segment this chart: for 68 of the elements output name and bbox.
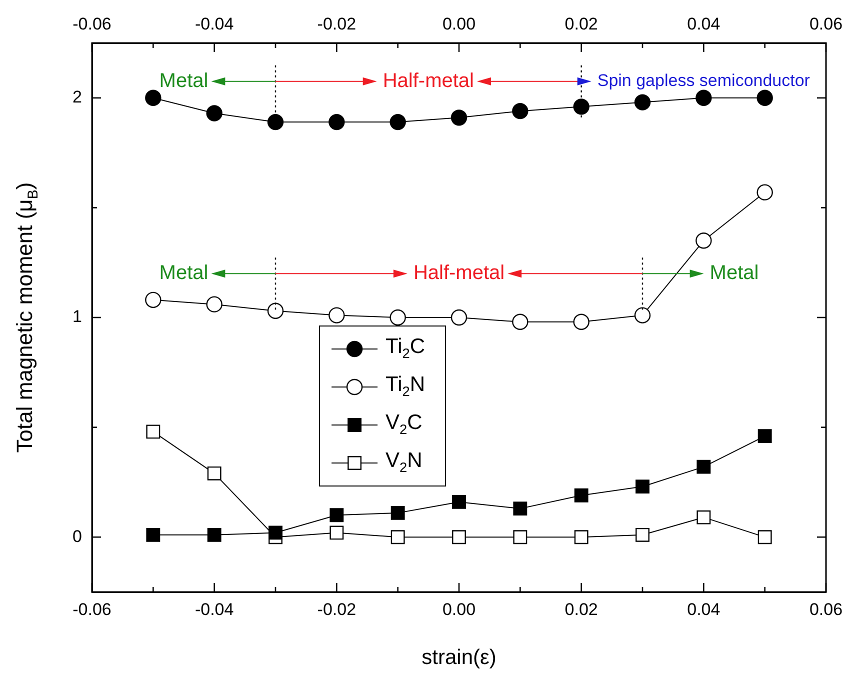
point [513,530,528,544]
x-tick-label: 0.00 [442,600,476,619]
point [207,528,222,542]
point [756,184,773,200]
annotation: Half-metal [413,262,505,284]
point [758,530,772,544]
x2-tick-label: -0.06 [72,14,112,34]
point [634,307,651,324]
point [756,90,773,106]
point [512,102,528,120]
point [145,292,162,308]
y-tick-label: 2 [72,88,82,107]
point [390,309,406,326]
point [450,110,468,126]
x2-tick-label: -0.02 [317,14,356,34]
point [758,429,772,444]
point [634,94,651,110]
point [636,480,650,494]
point [696,232,712,249]
point [145,90,162,106]
point [452,530,466,544]
point [146,528,160,542]
annotation: Metal [159,262,208,284]
x-axis-title: strain(ε) [422,646,496,670]
annotation: Half-metal [382,70,474,92]
point [206,296,222,312]
annotation: Metal [710,262,759,284]
x-tick-label: 0.06 [809,600,843,619]
point [573,98,590,115]
point [574,530,588,544]
point [696,510,711,524]
x-tick-label: -0.04 [194,600,234,619]
y-axis-title: Total magnetic moment (μB) [12,182,42,453]
point [452,495,466,509]
point [450,309,468,326]
point [636,528,650,542]
x-tick-label: 0.04 [687,600,720,619]
x2-tick-label: 0.02 [564,14,598,34]
point [207,466,222,480]
point [206,105,222,122]
point [573,314,590,330]
point [390,530,405,544]
point [328,307,345,324]
x-tick-label: -0.06 [72,600,112,619]
x2-tick-label: 0.06 [809,14,843,34]
annotation: Spin gapless semiconductor [597,71,810,90]
y-tick-label: 0 [72,526,82,546]
point [267,114,284,130]
point [268,526,282,540]
point [146,424,160,439]
point [696,90,712,106]
point [574,488,588,502]
annotation: Metal [159,70,208,92]
point [513,502,528,516]
x-tick-label: 0.02 [564,600,598,619]
y-tick-label: 1 [72,307,82,326]
point [512,314,528,330]
x2-tick-label: 0.00 [442,14,476,34]
x2-tick-label: -0.04 [194,14,234,34]
point [390,506,405,520]
x2-tick-label: 0.04 [687,14,720,34]
x-tick-label: -0.02 [317,600,356,619]
point [328,114,345,130]
point [267,302,284,320]
point [330,508,344,522]
point [696,460,711,474]
point [390,114,406,130]
point [330,526,344,540]
